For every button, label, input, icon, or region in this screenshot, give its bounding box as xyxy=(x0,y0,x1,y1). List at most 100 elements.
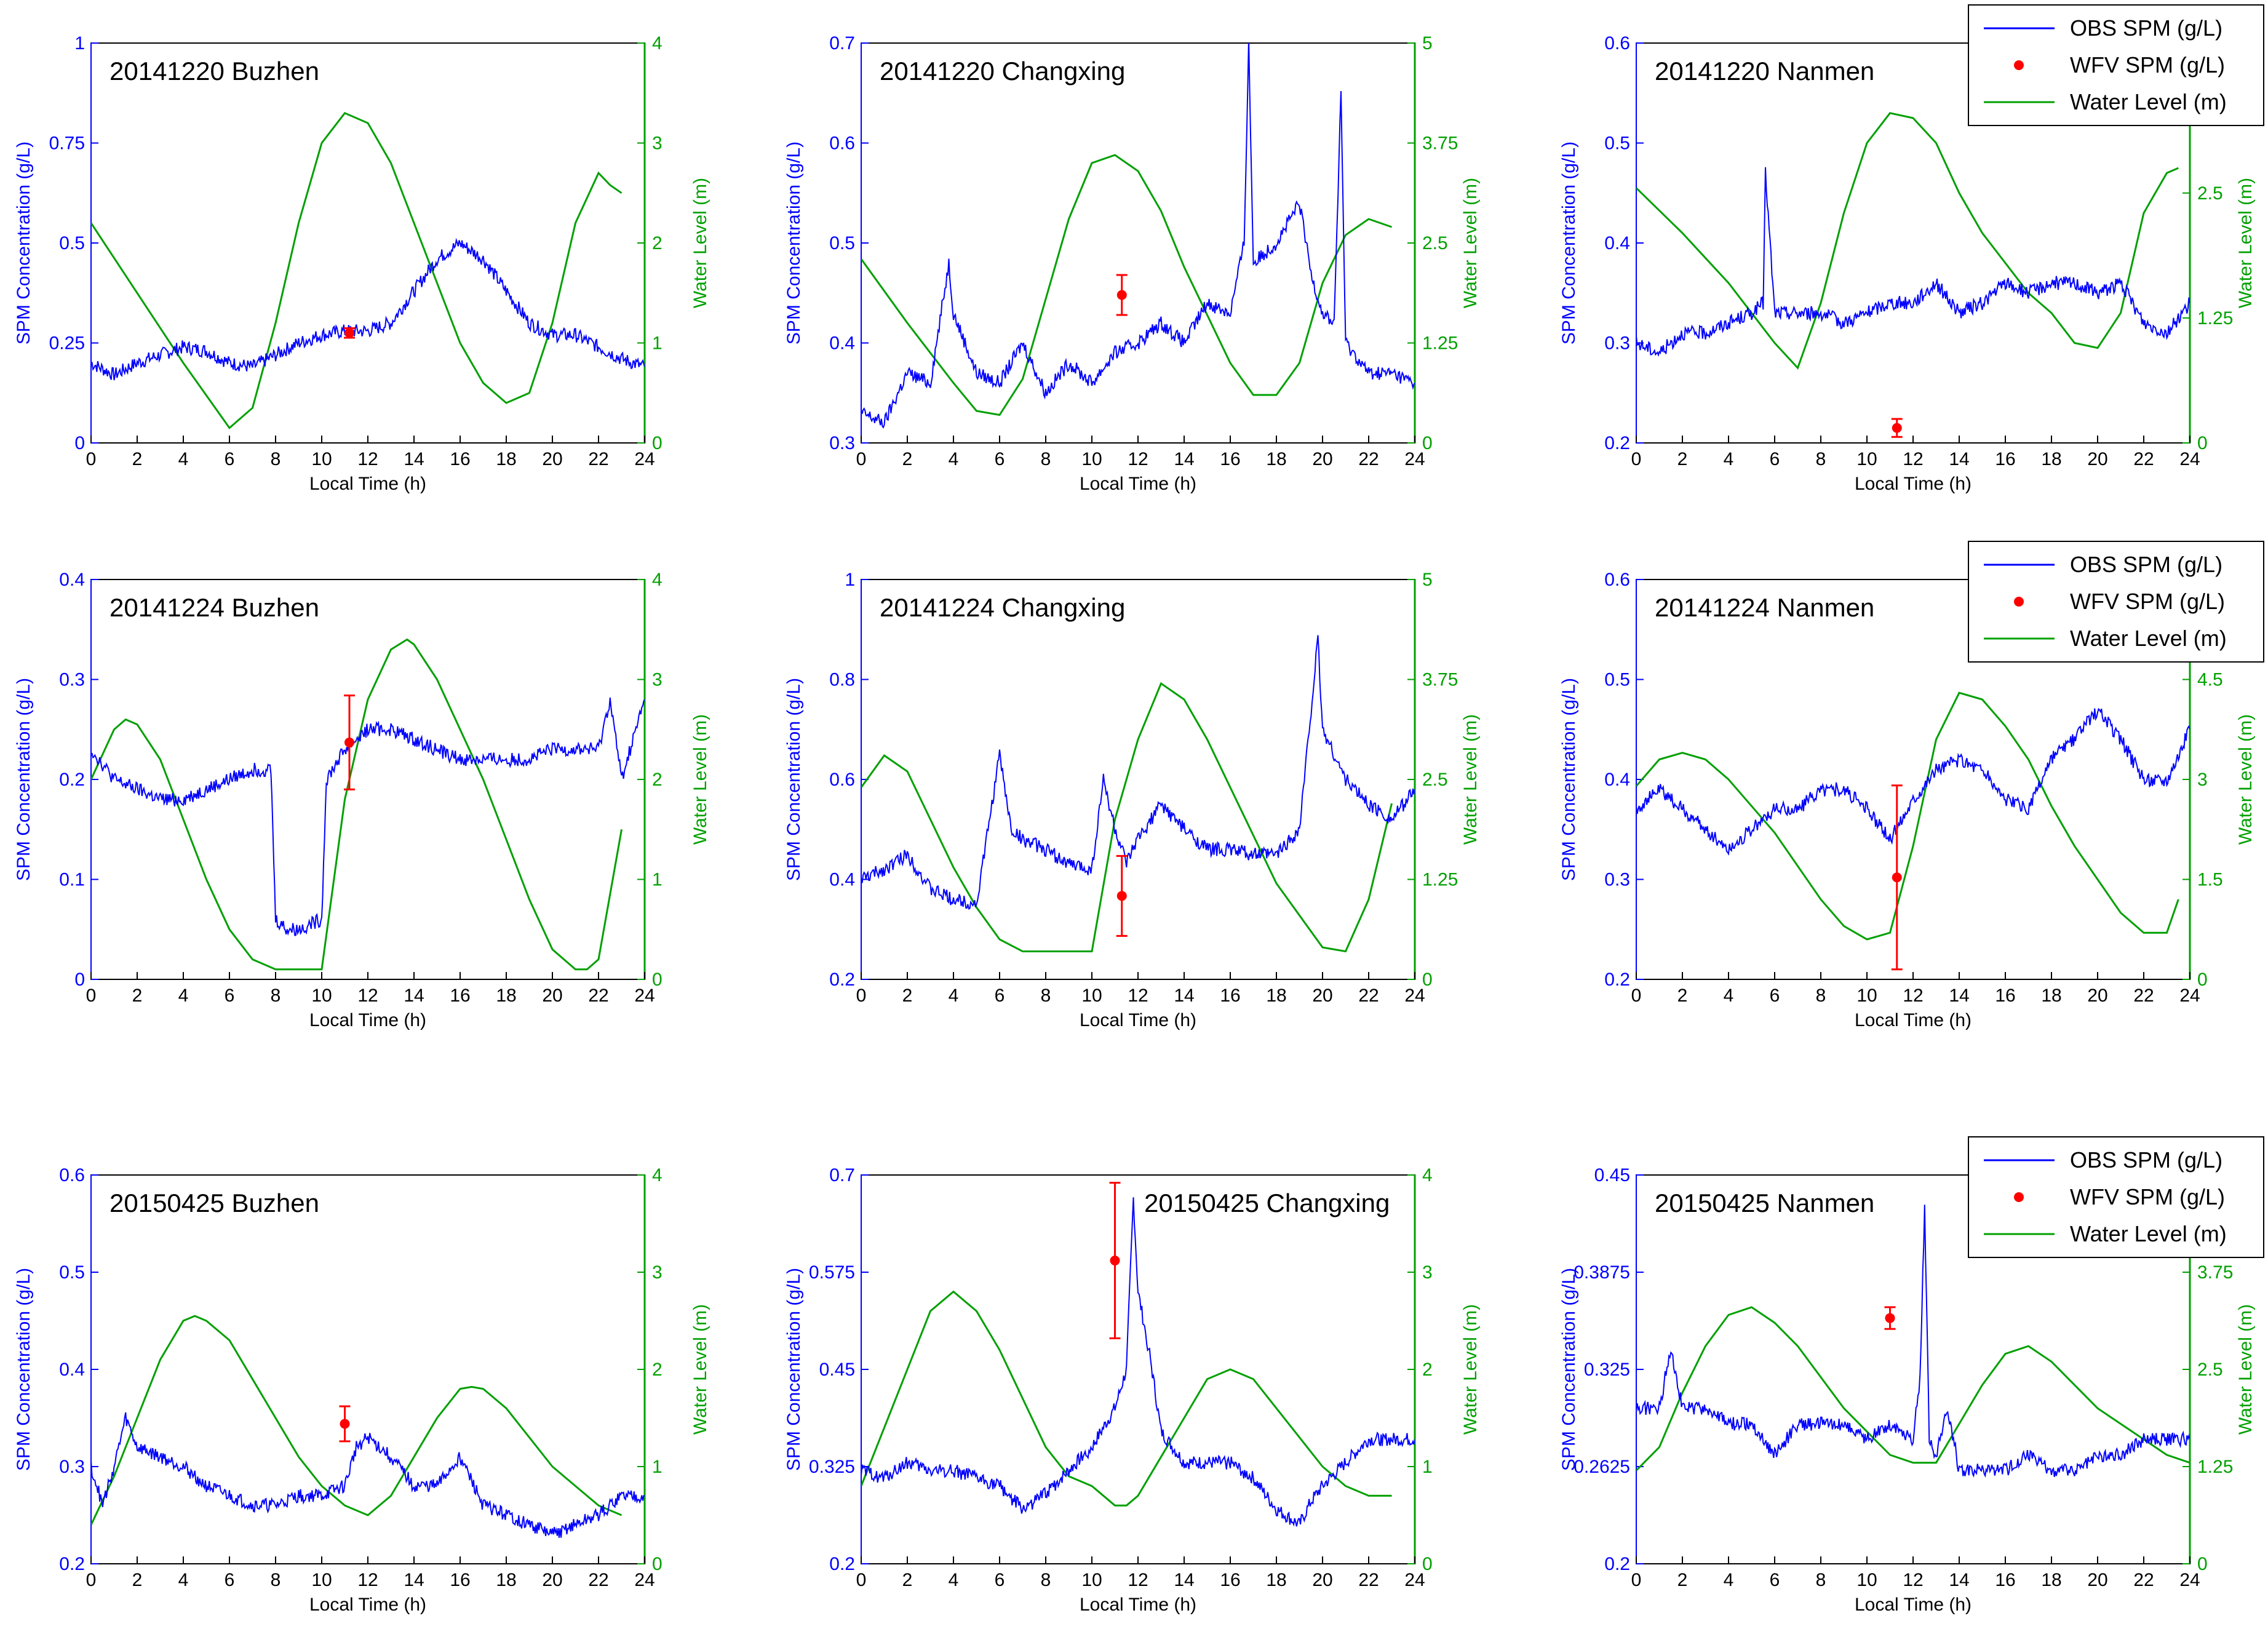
x-tick-label: 6 xyxy=(995,449,1005,469)
y2-tick-label: 4 xyxy=(652,1165,662,1185)
y-tick-label: 0.6 xyxy=(829,770,855,790)
wfv-spm-point xyxy=(344,737,354,747)
legend: OBS SPM (g/L) WFV SPM (g/L) Water Level (m… xyxy=(1968,4,2264,126)
y-tick-label: 0.2625 xyxy=(1574,1457,1630,1477)
x-tick-label: 12 xyxy=(1903,1570,1923,1590)
x-tick-label: 12 xyxy=(1128,449,1148,469)
x-axis-label: Local Time (h) xyxy=(1080,1595,1196,1615)
y2-tick-label: 1 xyxy=(652,1457,662,1477)
x-tick-label: 20 xyxy=(1312,986,1332,1006)
y-tick-label: 0.325 xyxy=(1584,1360,1630,1380)
y2-tick-label: 1 xyxy=(1422,1457,1433,1477)
y2-tick-label: 0 xyxy=(652,1554,662,1574)
x-tick-label: 8 xyxy=(271,449,281,469)
y2-tick-label: 0 xyxy=(652,433,662,453)
panel-title: 20141224 Buzhen xyxy=(109,593,319,622)
y-tick-label: 0.4 xyxy=(1604,233,1630,253)
chart-panel-7: 0 2 4 6 8 10 12 14 16 18 20 22 240.20.30.40.50.60123… xyxy=(14,1165,710,1615)
legend-swatch-marker xyxy=(2014,1192,2024,1202)
panel-title: 20141224 Nanmen xyxy=(1655,593,1874,622)
x-tick-label: 20 xyxy=(1312,1570,1332,1590)
y2-tick-label: 2.5 xyxy=(2197,1360,2223,1380)
x-tick-label: 22 xyxy=(1358,1570,1379,1590)
chart-panel-9: 0 2 4 6 8 10 12 14 16 18 20 22 240.20.26250.3250.387… xyxy=(1559,1136,2264,1615)
water-level-series xyxy=(91,111,623,429)
x-tick-label: 8 xyxy=(1041,449,1051,469)
x-tick-label: 10 xyxy=(1081,986,1102,1006)
wfv-spm-point xyxy=(1892,872,1902,883)
y-axis-label: SPM Concentration (g/L) xyxy=(14,141,34,345)
water-level-series xyxy=(861,1290,1392,1507)
y-tick-label: 1 xyxy=(74,33,85,54)
x-tick-label: 18 xyxy=(2041,1570,2061,1590)
x-tick-label: 16 xyxy=(1220,449,1240,469)
y2-tick-label: 2 xyxy=(652,770,662,790)
y2-tick-label: 1 xyxy=(652,333,662,354)
x-tick-label: 22 xyxy=(588,449,608,469)
x-tick-label: 22 xyxy=(588,1570,608,1590)
y2-tick-label: 3 xyxy=(652,670,662,690)
x-tick-label: 20 xyxy=(542,1570,562,1590)
x-tick-label: 4 xyxy=(1724,1570,1734,1590)
obs-spm-series xyxy=(91,1412,645,1538)
chart-panel-8: 0 2 4 6 8 10 12 14 16 18 20 22 240.20.3250.450.5750.… xyxy=(784,1165,1481,1615)
y2-tick-label: 1.25 xyxy=(2197,1457,2233,1477)
x-tick-label: 0 xyxy=(1631,449,1642,469)
x-tick-label: 14 xyxy=(404,1570,424,1590)
x-axis-label: Local Time (h) xyxy=(309,1010,426,1030)
x-tick-label: 6 xyxy=(995,986,1005,1006)
y-tick-label: 0.6 xyxy=(1604,570,1630,590)
y-tick-label: 0.5 xyxy=(59,233,85,253)
x-tick-label: 4 xyxy=(949,1570,959,1590)
y-tick-label: 0.575 xyxy=(809,1262,855,1283)
x-tick-label: 20 xyxy=(542,449,562,469)
y2-tick-label: 5 xyxy=(1422,570,1433,590)
x-tick-label: 0 xyxy=(856,986,867,1006)
y-tick-label: 0.6 xyxy=(829,133,855,154)
obs-spm-series xyxy=(861,43,1415,429)
y-tick-label: 0.3 xyxy=(59,1457,85,1477)
x-axis-label: Local Time (h) xyxy=(1855,1010,1972,1030)
water-level-series xyxy=(861,682,1393,953)
x-tick-label: 12 xyxy=(1128,1570,1148,1590)
x-tick-label: 18 xyxy=(1266,1570,1286,1590)
y2-tick-label: 0 xyxy=(1422,970,1433,990)
y2-axis-label: Water Level (m) xyxy=(690,1304,710,1435)
x-tick-label: 24 xyxy=(634,1570,655,1590)
x-tick-label: 6 xyxy=(1770,449,1780,469)
x-tick-label: 8 xyxy=(1816,986,1826,1006)
obs-spm-series xyxy=(1636,1205,2190,1478)
obs-spm-series xyxy=(91,237,645,381)
x-axis-label: Local Time (h) xyxy=(309,474,426,494)
y-tick-label: 0.4 xyxy=(1604,770,1630,790)
x-tick-label: 18 xyxy=(496,986,516,1006)
y2-axis-label: Water Level (m) xyxy=(1460,1304,1481,1435)
y-tick-label: 0.2 xyxy=(829,970,855,990)
water-level-series xyxy=(91,638,623,971)
y2-tick-label: 5 xyxy=(1422,33,1433,54)
x-axis-label: Local Time (h) xyxy=(309,1595,426,1615)
x-tick-label: 6 xyxy=(225,1570,235,1590)
y-tick-label: 0.45 xyxy=(1594,1165,1630,1185)
legend-label: OBS SPM (g/L) xyxy=(2070,552,2222,577)
y2-tick-label: 1.25 xyxy=(1422,333,1458,354)
chart-panel-6: 0 2 4 6 8 10 12 14 16 18 20 22 240.20.30.40.50.601.5… xyxy=(1559,541,2264,1030)
x-tick-label: 8 xyxy=(271,986,281,1006)
x-tick-label: 10 xyxy=(311,449,332,469)
x-tick-label: 22 xyxy=(2133,449,2154,469)
x-tick-label: 18 xyxy=(2041,986,2061,1006)
x-tick-label: 16 xyxy=(1995,1570,2015,1590)
obs-spm-series xyxy=(861,635,1415,910)
y2-tick-label: 1.25 xyxy=(1422,870,1458,890)
legend: OBS SPM (g/L) WFV SPM (g/L) Water Level (m… xyxy=(1968,541,2264,663)
y2-tick-label: 3.75 xyxy=(1422,133,1458,154)
y-tick-label: 0.3 xyxy=(1604,333,1630,354)
y2-tick-label: 3 xyxy=(652,133,662,154)
y-axis-label: SPM Concentration (g/L) xyxy=(784,678,804,881)
x-tick-label: 14 xyxy=(1174,449,1194,469)
legend-label: OBS SPM (g/L) xyxy=(2070,15,2222,41)
x-tick-label: 14 xyxy=(404,449,424,469)
x-tick-label: 2 xyxy=(902,986,913,1006)
x-tick-label: 20 xyxy=(1312,449,1332,469)
x-tick-label: 24 xyxy=(1404,1570,1425,1590)
